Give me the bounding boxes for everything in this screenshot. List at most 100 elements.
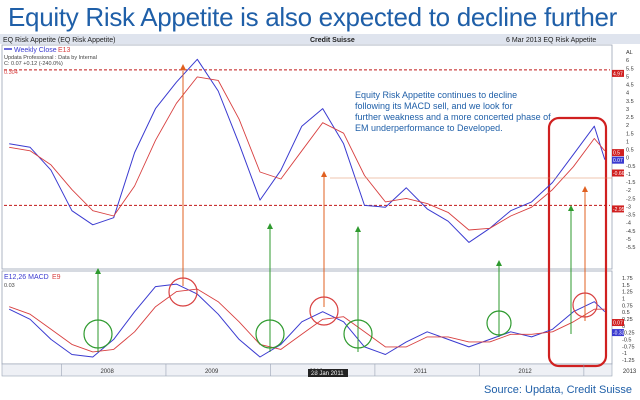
x-tick-label: 2013 [623, 369, 637, 375]
y-tick-label: 0.75 [622, 303, 633, 309]
lower-info-1: 0.03 [4, 283, 15, 289]
sell-arrow-head [582, 186, 588, 192]
series-line-e9 [9, 288, 605, 353]
series-line-weekly-close [9, 58, 606, 243]
annotation-text: Equity Risk Appetite continues to declin… [355, 90, 551, 133]
y-tick-label: 1.25 [622, 290, 633, 296]
y-tick-label: 0.25 [622, 317, 633, 323]
date-label-box [308, 369, 348, 377]
highlight-box [547, 116, 608, 368]
chart-header-bar [0, 34, 640, 44]
buy-arrow-head [267, 223, 273, 229]
annotation-marks-layer [83, 64, 612, 352]
y-tick-label: 2 [626, 123, 629, 129]
y-tick-label: -0.5 [626, 164, 635, 170]
upper-series-layer [4, 58, 610, 243]
buy-circle [255, 319, 285, 349]
buy-arrow-head [496, 260, 502, 266]
value-label: -0.66 [613, 171, 625, 177]
buy-arrow-head [568, 205, 574, 211]
buy-circle [83, 319, 113, 349]
upper-info-1: Updata Professional : Data by Internal [4, 55, 97, 61]
legend-price-label: Weekly Close [14, 47, 57, 54]
value-label-box [612, 149, 624, 157]
y-tick-label: 1 [626, 139, 629, 145]
x-axis-strip [1, 363, 613, 377]
sell-arrow-head [180, 64, 186, 70]
y-tick-label: -2.5 [626, 196, 635, 202]
y-tick-label: -0.75 [622, 344, 635, 350]
y-tick-label: -5.5 [626, 245, 635, 251]
y-tick-label: 1 [622, 297, 625, 303]
y-tick-label: -4 [626, 221, 631, 227]
legend-signal-label: E9 [52, 274, 61, 281]
lower-panel-frame [1, 270, 613, 365]
value-label: 0.07 [613, 158, 623, 164]
y-tick-label: 4 [626, 91, 629, 97]
header-center: Credit Suisse [310, 37, 355, 44]
value-label: -0.33 [613, 331, 625, 337]
y-tick-label: 1.5 [626, 131, 634, 137]
header-left: EQ Risk Appetite (EQ Risk Appetite) [3, 37, 115, 44]
sell-circle [168, 277, 198, 307]
y-tick-label: 3.5 [626, 99, 634, 105]
sell-arrow-head [321, 171, 327, 177]
date-label: 28 Jan 2011 [311, 371, 344, 377]
axes-layer: AL 6 5.5 5 4.5 4 3.5 3 2.5 2 1.5 1 0.5 0 -0.5 -1 -1.5 -2 -… [61, 50, 637, 376]
lower-series-layer [8, 283, 606, 358]
y-tick-label: -3.5 [626, 213, 635, 219]
y-tick-label: -0.5 [622, 338, 631, 344]
sell-circle [309, 296, 339, 326]
page-title: Equity Risk Appetite is also expected to… [8, 2, 617, 32]
value-label: 0.07 [613, 321, 623, 327]
value-label: -2.95 [613, 207, 625, 213]
y-tick-label: 0.5 [626, 148, 634, 154]
y-tick-label: -1.25 [622, 358, 635, 364]
y-tick-label: -5 [626, 237, 631, 243]
series-line-e13 [9, 76, 606, 231]
buy-arrow-head [95, 268, 101, 274]
x-tick-label: 2012 [518, 369, 532, 375]
y-tick-label: 0 [626, 156, 629, 162]
value-label-box [612, 169, 624, 177]
x-tick-label: 2010 [309, 369, 323, 375]
buy-circle [343, 319, 373, 349]
header-right: 6 Mar 2013 EQ Risk Appetite [506, 37, 596, 44]
y-tick-label: 5 [626, 74, 629, 80]
value-label-box [612, 69, 624, 77]
upper-info-3: 0.304 [4, 70, 18, 76]
buy-arrow-head [355, 226, 361, 232]
y-tick-label: 0 [622, 324, 625, 330]
legend-ema-label: E13 [58, 47, 71, 54]
value-label-box [612, 319, 624, 327]
y-tick-label: 6 [626, 58, 629, 64]
series-line-e12-26-macd [8, 283, 606, 358]
legend-macd-label: E12,26 MACD [4, 274, 49, 281]
upper-panel-frame [1, 44, 613, 270]
y-tick-label: -2 [626, 188, 631, 194]
chart-frame: EQ Risk Appetite (EQ Risk Appetite) Cred… [0, 34, 640, 379]
y-tick-label: -1 [622, 351, 627, 357]
source-note: Source: Updata, Credit Suisse [484, 384, 632, 396]
y-tick-label: 1.5 [622, 283, 630, 289]
value-label-box [612, 329, 624, 337]
x-tick-label: 2009 [205, 369, 219, 375]
y-tick-label: 0.5 [622, 310, 630, 316]
buy-circle [486, 310, 512, 336]
y-tick-label: 5.5 [626, 66, 634, 72]
y-tick-label: -1.5 [626, 180, 635, 186]
y-tick-label: 4.5 [626, 83, 634, 89]
y-tick-label: -1 [626, 172, 631, 178]
y-tick-label: 1.75 [622, 276, 633, 282]
upper-info-2: C: 0.07 +0.12 (-240.0%) [4, 61, 63, 67]
x-tick-label: 2008 [100, 369, 114, 375]
y-tick-label: -3 [626, 204, 631, 210]
value-label: 0.5 [613, 151, 620, 157]
value-label-box [612, 205, 624, 213]
y-tick-label: 3 [626, 107, 629, 113]
y-tick-label: -0.25 [622, 331, 635, 337]
value-label-box [612, 156, 624, 164]
x-tick-label: 2011 [414, 369, 428, 375]
value-label: 4.97 [613, 71, 623, 77]
chart-svg: EQ Risk Appetite (EQ Risk Appetite) Cred… [0, 34, 640, 377]
